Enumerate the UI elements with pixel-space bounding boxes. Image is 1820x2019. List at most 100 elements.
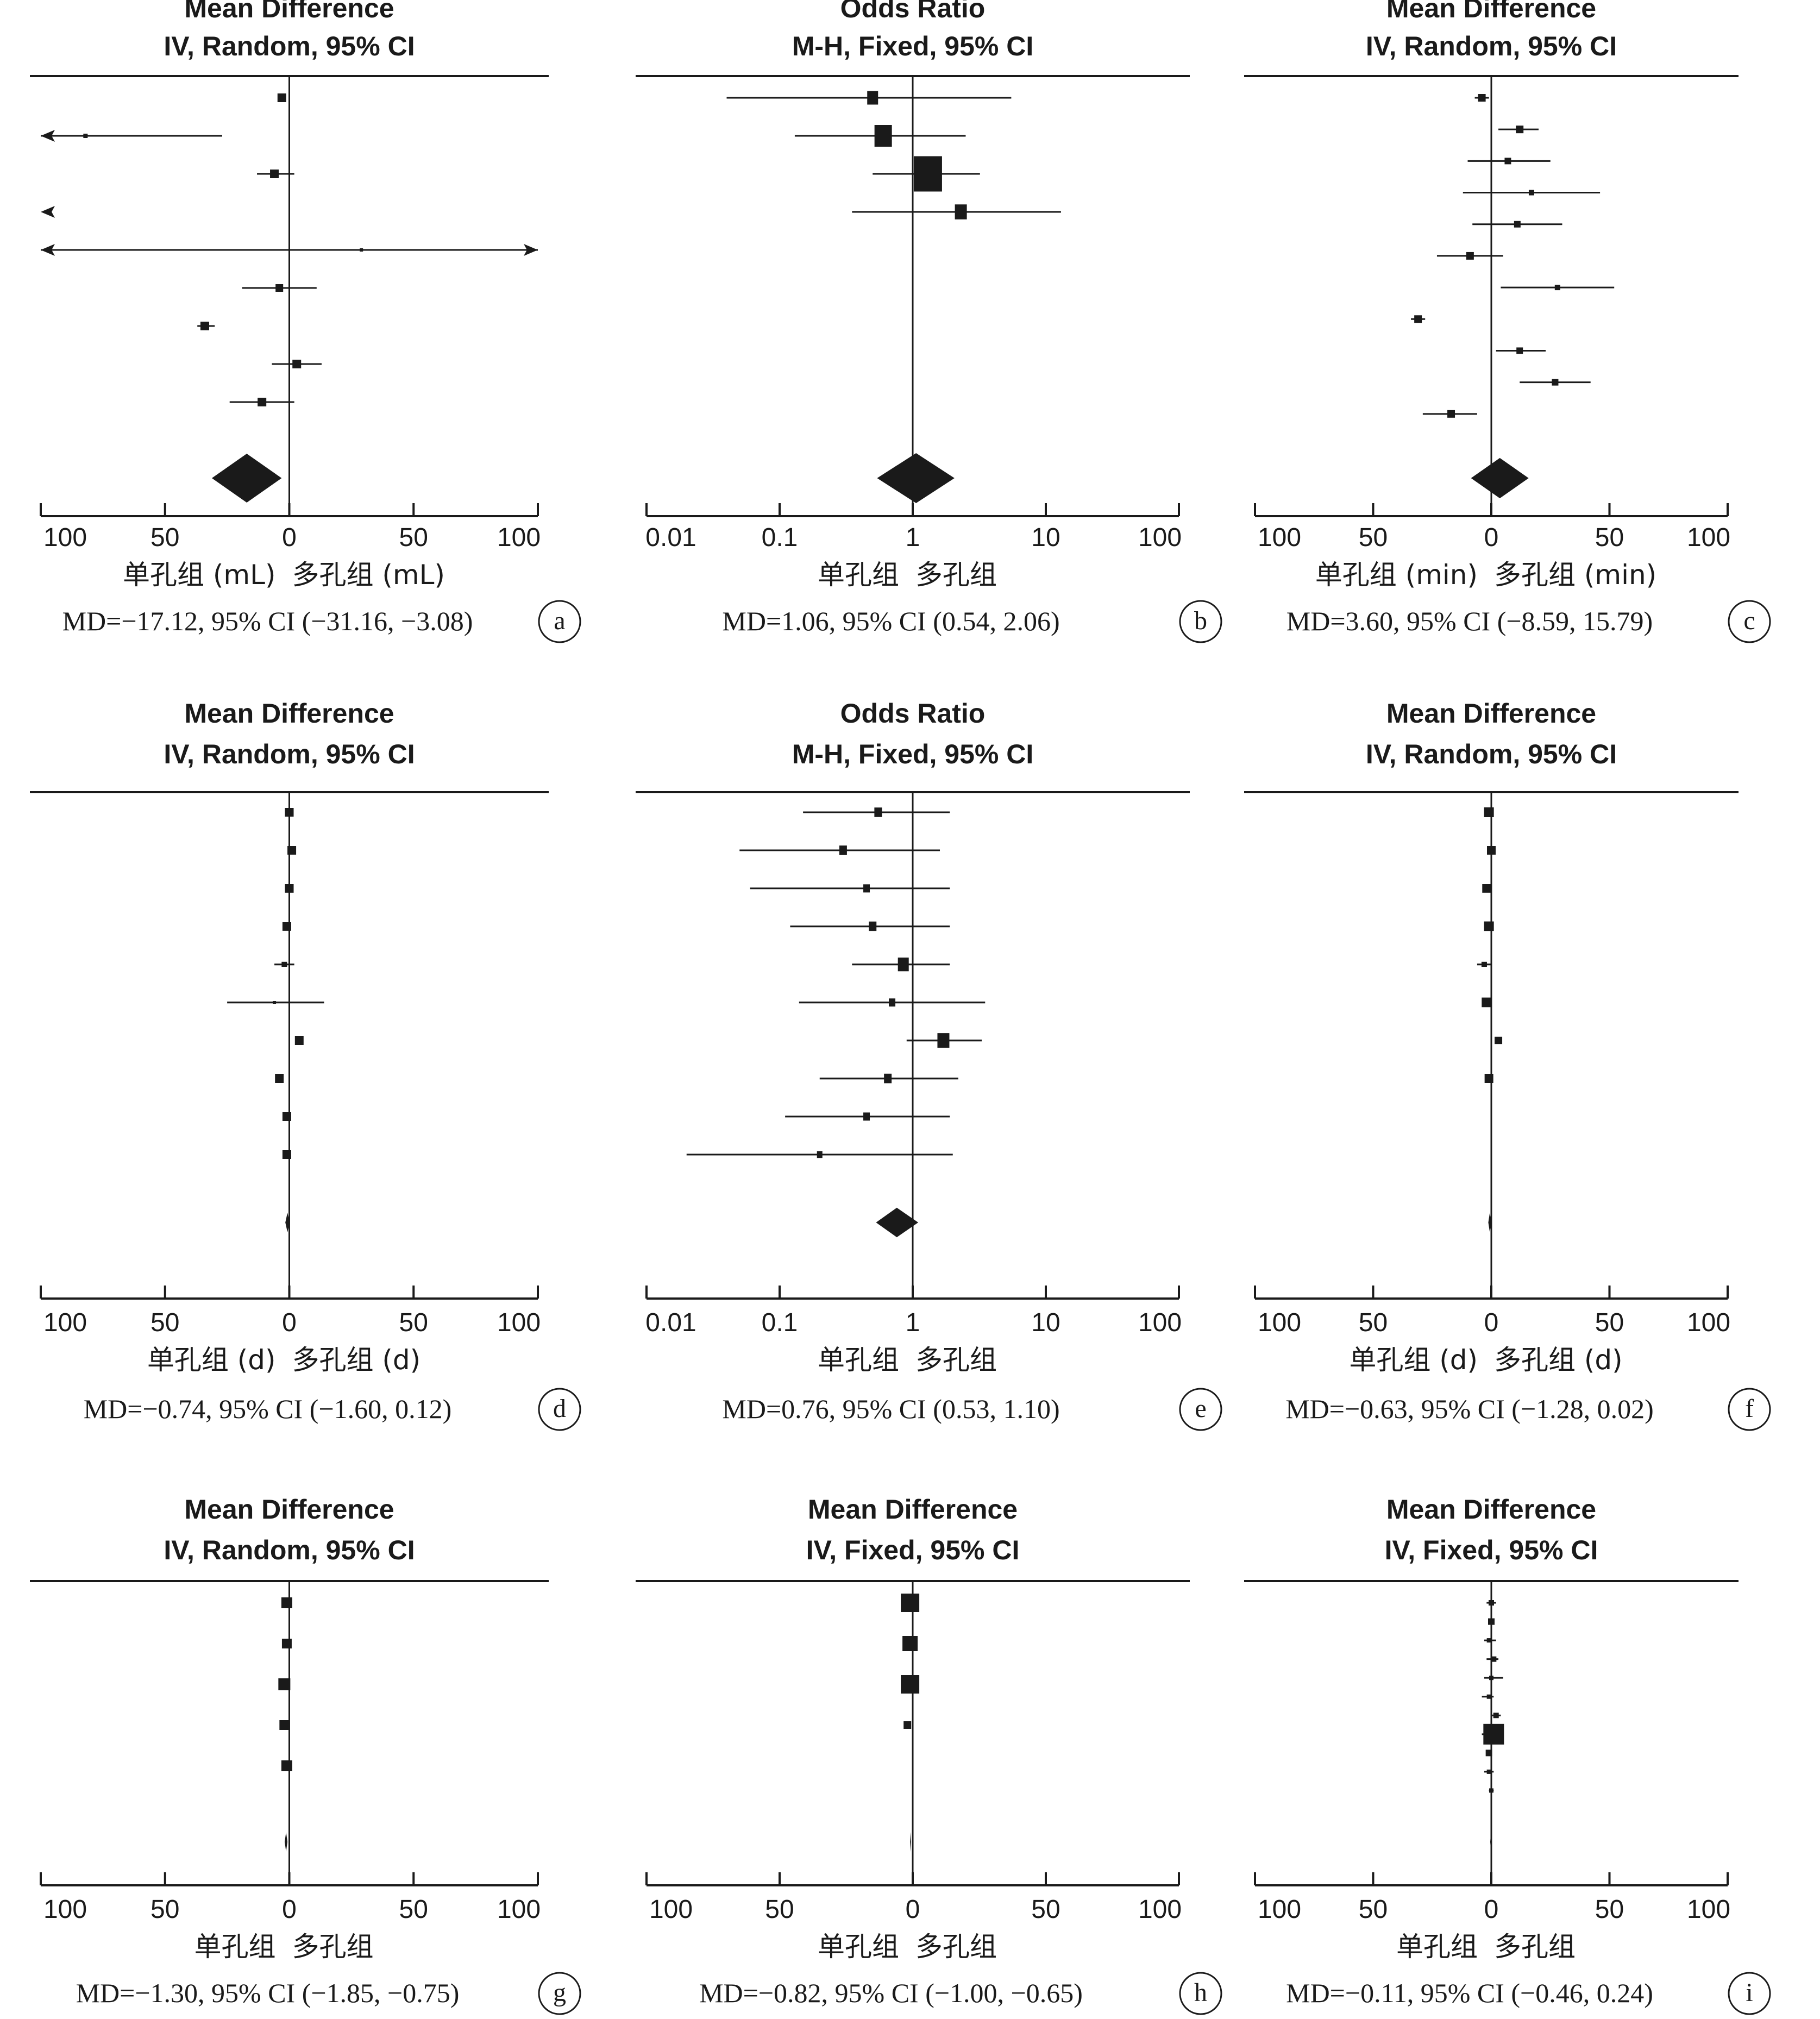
study-row — [287, 846, 297, 855]
summary-statistic: MD=−0.74, 95% CI (−1.60, 0.12) — [84, 1394, 452, 1424]
x-axis-label-right: 多孔组 — [915, 1344, 997, 1376]
study-point-estimate — [1504, 158, 1511, 165]
pooled-estimate-diamond — [285, 1832, 288, 1852]
study-row — [41, 244, 538, 256]
study-row — [902, 1636, 918, 1651]
panel-header-method: M-H, Fixed, 95% CI — [792, 31, 1034, 61]
study-point-estimate — [83, 134, 88, 138]
x-axis-tick-label: 100 — [1138, 1895, 1182, 1924]
panel-header-method: IV, Random, 95% CI — [1366, 31, 1617, 61]
x-axis-tick-label: 1 — [906, 1308, 920, 1337]
study-row — [281, 1597, 292, 1608]
forest-panel-d: Mean Difference IV, Random, 95% CI 100 50 0 5… — [30, 698, 581, 1431]
study-row — [282, 1150, 291, 1159]
study-row — [726, 91, 1012, 105]
x-axis-label-left: 单孔组 (mL) — [123, 559, 275, 591]
study-point-estimate — [1486, 1638, 1491, 1643]
panel-header-measure: Odds Ratio — [840, 0, 986, 23]
study-row — [1486, 1600, 1496, 1606]
x-axis-tick-label: 100 — [1258, 1895, 1301, 1924]
study-row — [1487, 846, 1496, 855]
study-row — [1482, 1694, 1494, 1699]
panel-label: h — [1194, 1978, 1207, 2007]
study-point-estimate — [839, 845, 847, 855]
study-row — [790, 921, 950, 931]
study-row — [279, 1720, 290, 1730]
study-row — [906, 1033, 982, 1048]
study-point-estimate — [1484, 807, 1494, 817]
study-row — [750, 884, 950, 893]
panel-label-circle — [538, 1972, 581, 2015]
study-row — [852, 204, 1061, 220]
study-point-estimate — [901, 1675, 920, 1694]
study-point-estimate — [1514, 221, 1521, 228]
study-point-estimate — [884, 1074, 892, 1083]
panel-label: b — [1194, 606, 1207, 635]
study-row — [227, 1001, 324, 1004]
x-axis-tick-label: 0 — [282, 1308, 297, 1337]
study-row — [1482, 1723, 1504, 1745]
summary-statistic: MD=0.76, 95% CI (0.53, 1.10) — [722, 1394, 1059, 1424]
panel-header-measure: Mean Difference — [184, 1494, 394, 1525]
study-row — [282, 922, 291, 931]
study-row — [275, 1074, 284, 1083]
x-axis-label-right: 多孔组 — [915, 559, 997, 591]
x-axis-tick-label: 50 — [1595, 523, 1624, 552]
study-point-estimate — [1554, 285, 1560, 291]
x-axis-tick-label: 0 — [1484, 1308, 1499, 1337]
study-point-estimate — [955, 204, 967, 220]
panel-header-measure: Mean Difference — [1386, 698, 1596, 729]
study-row — [739, 845, 940, 855]
study-row — [1474, 94, 1489, 102]
study-point-estimate — [273, 1001, 277, 1004]
study-point-estimate — [1466, 252, 1474, 260]
panel-label: f — [1745, 1394, 1754, 1423]
panel-label-circle — [538, 600, 581, 643]
panel-label-circle — [1728, 1388, 1771, 1431]
study-point-estimate — [1528, 190, 1534, 196]
study-row — [1488, 1618, 1495, 1625]
study-point-estimate — [282, 922, 291, 931]
study-row — [41, 130, 222, 142]
ci-arrow-left — [41, 244, 55, 256]
panel-header-measure: Mean Difference — [1386, 1494, 1596, 1525]
study-point-estimate — [360, 248, 363, 252]
x-axis-tick-label: 50 — [1595, 1895, 1624, 1924]
study-point-estimate — [1516, 347, 1523, 354]
study-point-estimate — [275, 1074, 284, 1083]
study-point-estimate — [281, 1597, 292, 1608]
panel-header-measure: Mean Difference — [184, 698, 394, 729]
forest-panel-e: Odds Ratio M-H, Fixed, 95% CI 0.01 0.1 1 10 10… — [636, 698, 1222, 1431]
study-row — [1422, 410, 1477, 418]
panel-header-measure: Mean Difference — [184, 0, 394, 23]
x-axis-tick-label: 50 — [150, 1895, 179, 1924]
pooled-estimate-diamond — [1471, 457, 1529, 499]
x-axis-tick-label: 0 — [282, 523, 297, 552]
study-point-estimate — [1516, 126, 1524, 134]
study-point-estimate — [1414, 315, 1422, 323]
study-point-estimate — [898, 957, 909, 971]
study-row — [1482, 884, 1491, 893]
study-row — [903, 1721, 912, 1729]
ci-arrow-right — [524, 244, 538, 256]
study-point-estimate — [1486, 1769, 1491, 1774]
study-point-estimate — [258, 398, 267, 406]
study-point-estimate — [200, 322, 209, 330]
study-row — [242, 284, 317, 292]
study-row — [274, 962, 294, 967]
panel-label: d — [553, 1394, 566, 1423]
study-row — [1501, 285, 1615, 291]
x-axis-tick-label: 50 — [1359, 1895, 1388, 1924]
panel-label: i — [1746, 1978, 1753, 2007]
x-axis-label-right: 多孔组 — [915, 1931, 997, 1962]
panel-header-method: IV, Fixed, 95% CI — [1385, 1535, 1598, 1565]
x-axis-tick-label: 0 — [1484, 523, 1499, 552]
summary-statistic: MD=3.60, 95% CI (−8.59, 15.79) — [1286, 606, 1653, 636]
x-axis-label-left: 单孔组 (d) — [147, 1344, 276, 1376]
study-point-estimate — [281, 962, 287, 967]
study-row — [1467, 158, 1551, 165]
panel-header-measure: Odds Ratio — [840, 698, 986, 729]
study-point-estimate — [282, 1150, 291, 1159]
summary-statistic: MD=−1.30, 95% CI (−1.85, −0.75) — [76, 1978, 460, 2008]
study-row — [1495, 1037, 1503, 1044]
